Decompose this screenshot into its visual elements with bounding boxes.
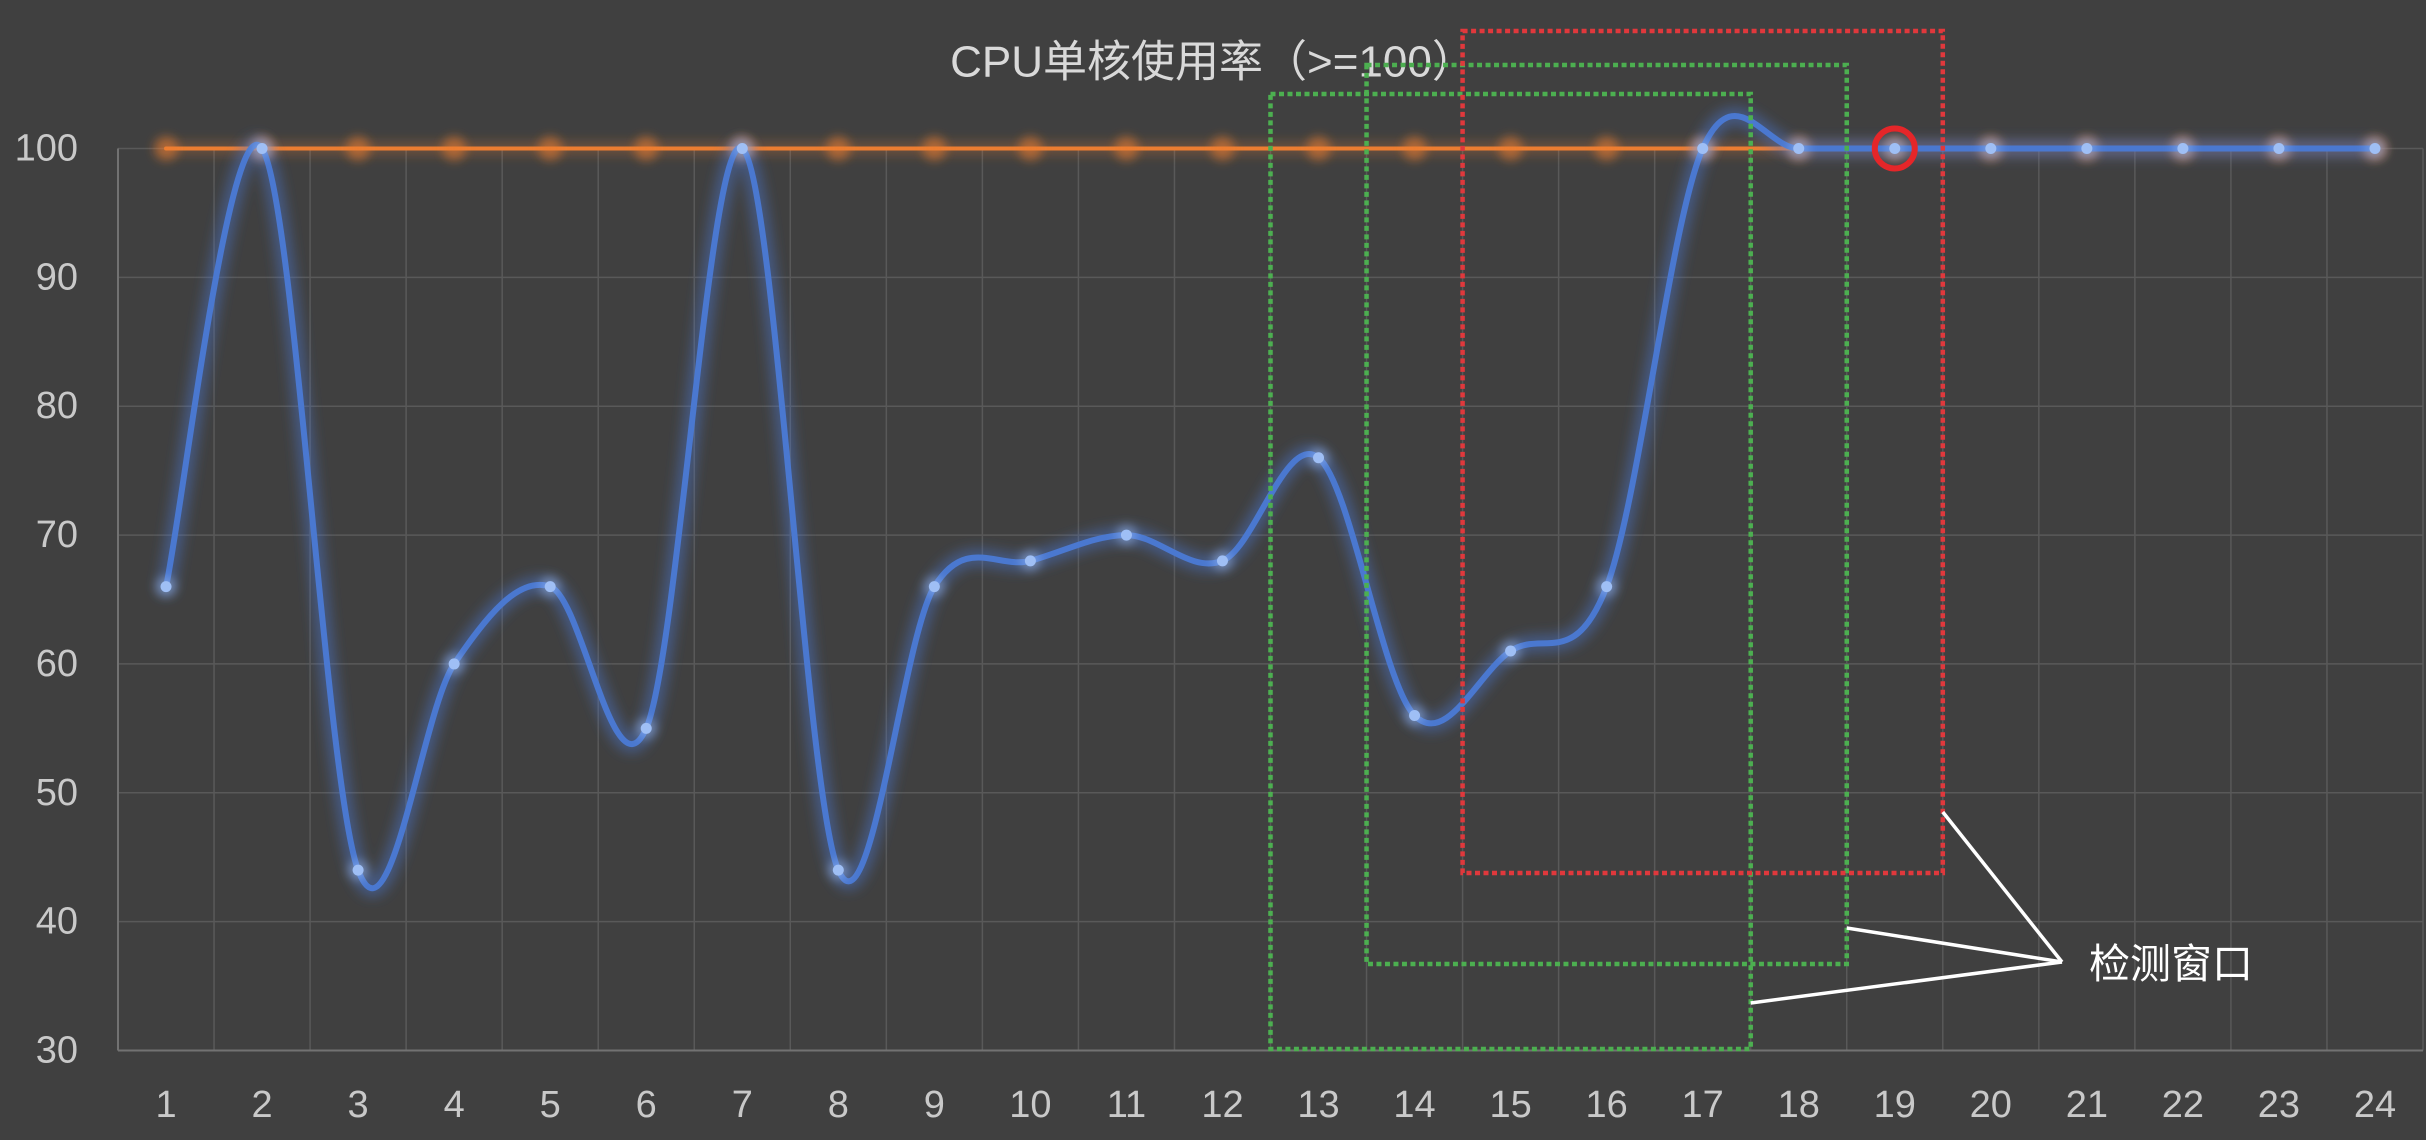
cpu-usage-point [1889, 143, 1901, 154]
highlight-point-circle [1871, 125, 1918, 172]
cpu-usage-point [256, 143, 268, 154]
cpu-usage-point [1120, 529, 1132, 541]
cpu-usage-point [1409, 709, 1421, 721]
x-tick-label: 17 [1682, 1084, 1724, 1126]
cpu-usage-point [352, 864, 364, 876]
threshold-point-glow [922, 136, 947, 161]
annotations: 检测窗口 [1268, 28, 2253, 1052]
cpu-usage-point [1216, 555, 1228, 567]
plot-series [154, 107, 2387, 898]
threshold-point-glow [442, 136, 467, 161]
cpu-usage-point [1793, 143, 1805, 154]
threshold-point-glow [154, 136, 179, 161]
x-tick-label: 23 [2258, 1084, 2300, 1126]
x-tick-label: 4 [444, 1084, 465, 1126]
cpu-usage-point [1985, 143, 1997, 154]
x-tick-label: 20 [1970, 1084, 2012, 1126]
cpu-usage-point [448, 658, 460, 670]
cpu-usage-point [2273, 143, 2285, 154]
x-tick-label: 10 [1009, 1084, 1051, 1126]
cpu-usage-point [928, 581, 940, 593]
threshold-point-glow [346, 136, 371, 161]
cpu-usage-point [1697, 143, 1709, 154]
x-tick-label: 3 [348, 1084, 369, 1126]
threshold-point-glow [826, 136, 851, 161]
x-tick-label: 1 [155, 1084, 176, 1126]
x-tick-label: 24 [2354, 1084, 2396, 1126]
x-tick-label: 8 [828, 1084, 849, 1126]
cpu-usage-point [1313, 452, 1325, 464]
cpu-usage-point [1505, 645, 1517, 657]
x-tick-label: 18 [1778, 1084, 1820, 1126]
y-tick-label: 60 [36, 643, 78, 685]
threshold-point-glow [634, 136, 659, 161]
threshold-point-glow [1210, 136, 1235, 161]
cpu-usage-point [1024, 555, 1036, 567]
y-tick-label: 90 [36, 256, 78, 298]
y-tick-label: 100 [15, 128, 78, 170]
y-tick-label: 40 [36, 901, 78, 943]
x-tick-label: 15 [1489, 1084, 1531, 1126]
detection-window-3 [1460, 28, 1946, 876]
cpu-usage-point [160, 581, 172, 593]
x-tick-label: 14 [1393, 1084, 1435, 1126]
y-tick-label: 50 [36, 772, 78, 814]
x-tick-label: 19 [1874, 1084, 1916, 1126]
x-tick-label: 6 [636, 1084, 657, 1126]
threshold-point-glow [538, 136, 563, 161]
callout-line [1846, 926, 2063, 964]
x-tick-label: 11 [1107, 1084, 1146, 1126]
y-tick-label: 80 [36, 385, 78, 427]
x-tick-label: 16 [1586, 1084, 1628, 1126]
detection-window-2 [1364, 62, 1849, 967]
y-tick-label: 30 [36, 1030, 78, 1072]
threshold-point-glow [1594, 136, 1619, 161]
cpu-usage-point [640, 722, 652, 734]
x-tick-label: 5 [540, 1084, 561, 1126]
threshold-point-glow [1402, 136, 1427, 161]
cpu-usage-point [544, 581, 556, 593]
x-tick-label: 22 [2162, 1084, 2204, 1126]
x-tick-label: 7 [732, 1084, 753, 1126]
y-tick-label: 70 [36, 514, 78, 556]
x-tick-label: 9 [924, 1084, 945, 1126]
x-tick-label: 21 [2066, 1084, 2108, 1126]
threshold-point-glow [1018, 136, 1043, 161]
chart-title: CPU单核使用率（>=100） [950, 38, 1476, 87]
cpu-usage-point [2081, 143, 2093, 154]
callout-line [1750, 960, 2063, 1005]
threshold-point-glow [1306, 136, 1331, 161]
cpu-usage-point [736, 143, 748, 154]
detection-window-1 [1268, 91, 1753, 1052]
threshold-point-glow [1498, 136, 1523, 161]
cpu-usage-point [2177, 143, 2189, 154]
cpu-usage-point [832, 864, 844, 876]
x-tick-label: 2 [251, 1084, 272, 1126]
cpu-usage-point [2369, 143, 2381, 154]
callout-label: 检测窗口 [2089, 941, 2253, 987]
threshold-point-glow [1114, 136, 1139, 161]
x-tick-label: 13 [1297, 1084, 1339, 1126]
callout-line [1941, 810, 2064, 964]
x-tick-label: 12 [1201, 1084, 1243, 1126]
cpu-usage-point [1601, 581, 1613, 593]
